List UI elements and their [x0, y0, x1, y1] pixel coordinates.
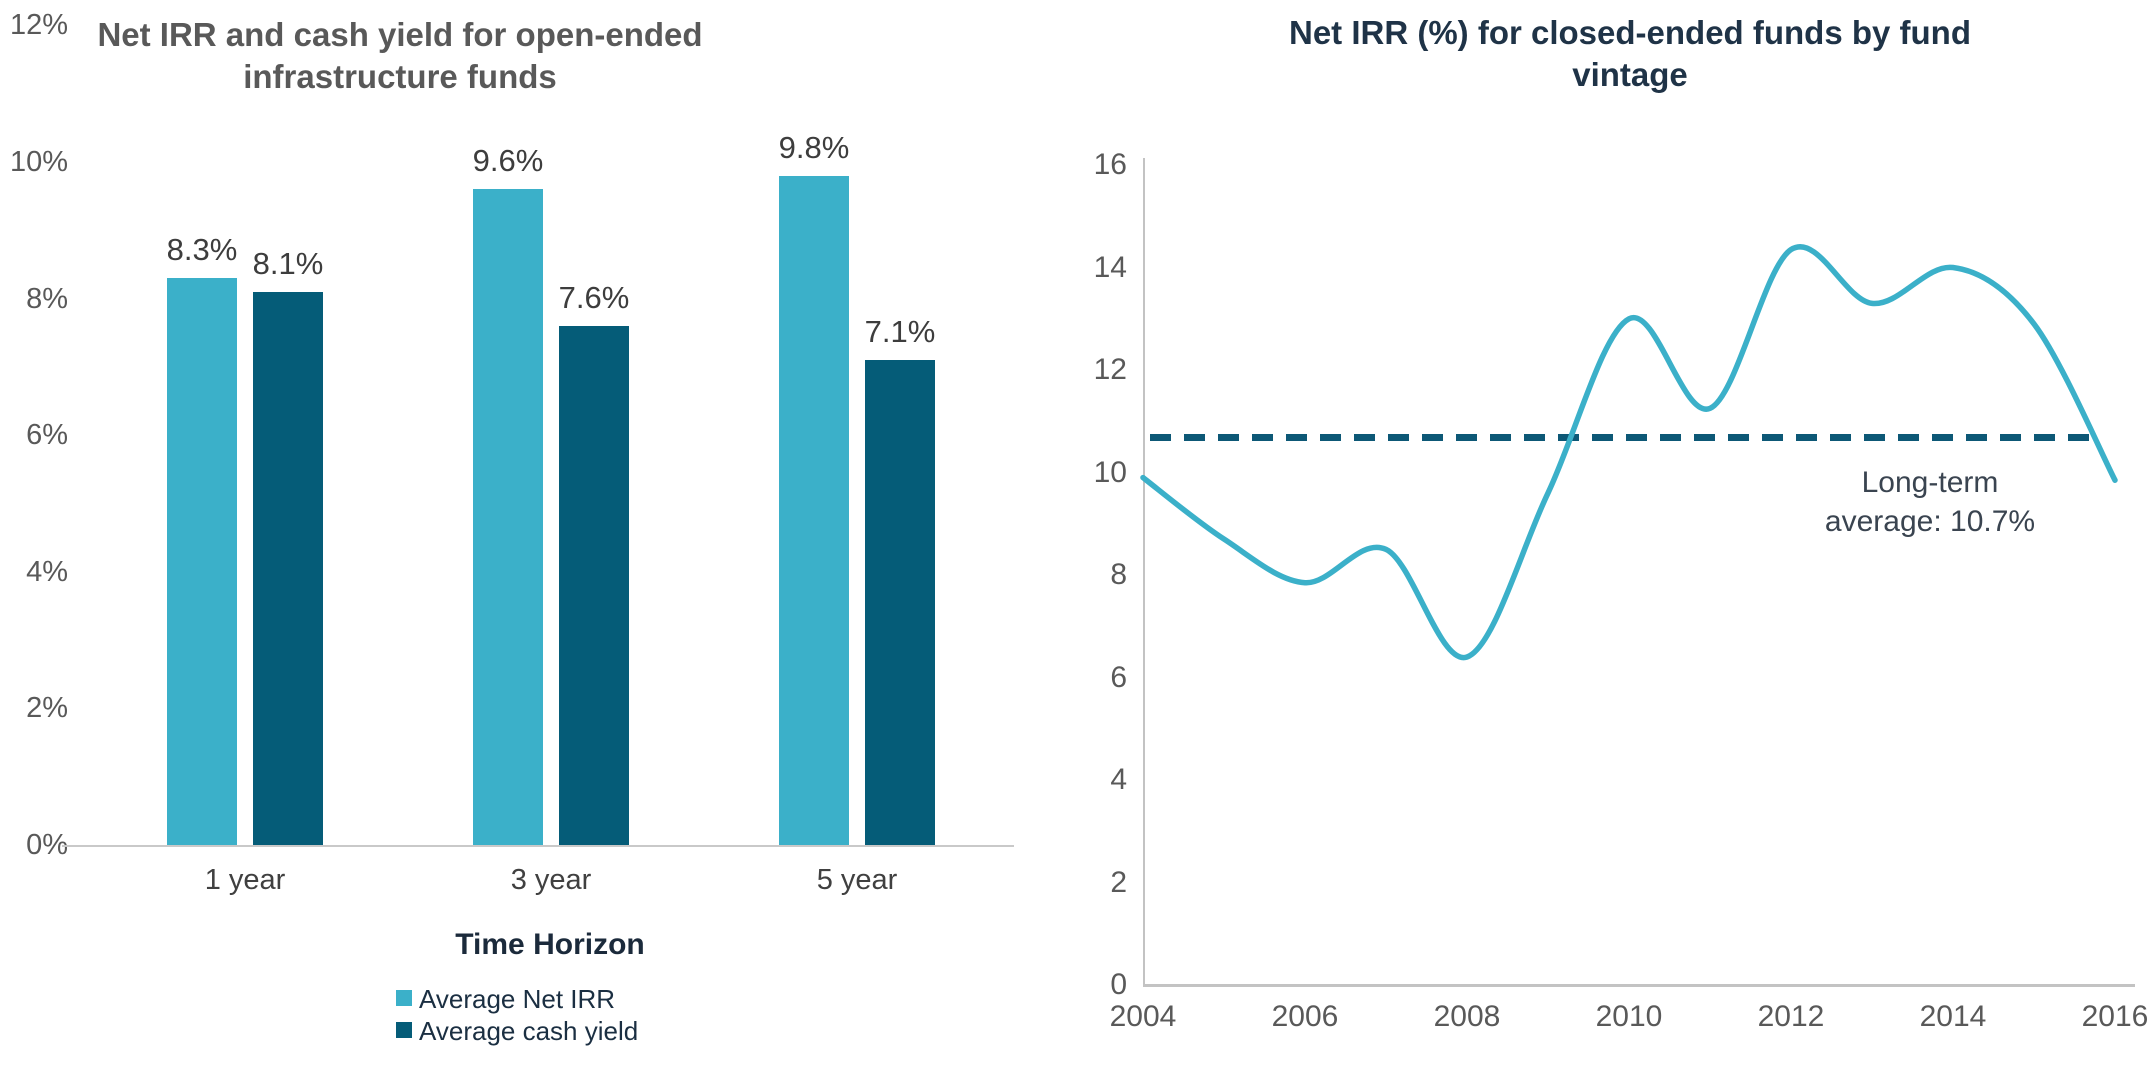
left-chart-title-line1: Net IRR and cash yield for open-ended — [97, 16, 703, 53]
right-x-axis-tick-label: 2004 — [1109, 1000, 1177, 1033]
right-y-axis-line — [1143, 158, 1145, 986]
net-irr-legend-label: Average Net IRR — [419, 984, 616, 1014]
right-x-axis-tick-label: 2014 — [1919, 1000, 1987, 1033]
left-x-axis-tick-label: 1 year — [204, 864, 286, 896]
long-term-average-annotation: Long-term average: 10.7% — [1760, 463, 2100, 541]
cash-yield-bar — [559, 325, 629, 845]
net-irr-curve-path — [1140, 244, 2118, 660]
right-y-axis-tick-label: 10 — [1093, 455, 1127, 489]
right-x-axis-line — [1143, 984, 2135, 987]
right-y-axis-tick-label: 16 — [1093, 148, 1127, 181]
bar-value-label: 8.1% — [252, 245, 324, 281]
right-x-axis-tick-label: 2016 — [2081, 1000, 2149, 1033]
left-y-axis-tick-label: 2% — [26, 692, 68, 725]
right-chart-title-line1: Net IRR (%) for closed-ended funds by fu… — [1289, 14, 1971, 51]
long-term-average-dashed-line — [1150, 433, 2102, 441]
bar-value-label: 9.8% — [778, 129, 850, 165]
annotation-line1: Long-term — [1861, 466, 1999, 499]
bar-value-label: 8.3% — [166, 232, 238, 268]
right-x-axis-tick-label: 2008 — [1433, 1000, 1501, 1033]
annotation-line2: average: 10.7% — [1824, 505, 2036, 538]
left-y-axis-tick-label: 10% — [9, 146, 68, 178]
left-y-axis-tick-label: 12% — [9, 9, 68, 42]
legend-item-cash-yield: Average cash yield — [396, 1016, 638, 1046]
left-chart-title: Net IRR and cash yield for open-ended in… — [60, 14, 740, 98]
left-x-axis-line — [62, 845, 1014, 847]
x-axis-title: Time Horizon — [455, 928, 645, 961]
left-y-axis-tick-label: 4% — [26, 555, 68, 588]
cash-yield-bar — [253, 291, 323, 845]
closed-ended-line-chart: Net IRR (%) for closed-ended funds by fu… — [1040, 0, 2155, 1078]
open-ended-bar-chart: Net IRR and cash yield for open-ended in… — [0, 0, 1040, 1078]
bar-value-label: 9.6% — [472, 143, 544, 179]
right-y-axis-tick-label: 12 — [1093, 353, 1127, 386]
left-plot-area: 0% 2% 4% 6% 8% 10% 12% 8.3% 9.6% 9.8% 8.1% 7.6% 7.1%… — [0, 0, 1040, 1078]
legend-item-net-irr: Average Net IRR — [396, 984, 615, 1014]
bar-value-label: 7.1% — [864, 314, 936, 350]
right-y-axis-tick-label: 8 — [1110, 558, 1127, 591]
cash-yield-legend-swatch — [396, 1022, 412, 1038]
right-x-axis-tick-label: 2006 — [1271, 1000, 1339, 1033]
cash-yield-legend-label: Average cash yield — [419, 1016, 639, 1046]
net-irr-curve — [1140, 244, 2118, 660]
bar-value-label: 7.6% — [558, 279, 630, 315]
left-x-axis-tick-label: 3 year — [510, 864, 592, 896]
net-irr-bar — [167, 278, 237, 845]
left-chart-title-line2: infrastructure funds — [243, 58, 557, 96]
left-y-axis-tick-label: 0% — [26, 829, 68, 861]
right-y-axis-tick-label: 14 — [1093, 250, 1127, 284]
left-x-axis-tick-label: 5 year — [816, 864, 898, 896]
right-y-axis-tick-label: 2 — [1110, 865, 1127, 899]
net-irr-legend-swatch — [396, 990, 412, 1006]
left-y-axis-tick-label: 6% — [26, 419, 68, 452]
right-chart-title: Net IRR (%) for closed-ended funds by fu… — [1190, 12, 2070, 96]
right-chart-title-line2: vintage — [1572, 56, 1688, 94]
right-y-axis-tick-label: 0 — [1110, 968, 1127, 1001]
net-irr-bar — [473, 189, 543, 845]
right-x-axis-tick-label: 2010 — [1595, 1000, 1663, 1033]
right-y-axis-tick-label: 6 — [1110, 660, 1127, 694]
left-y-axis-tick-label: 8% — [26, 282, 68, 315]
net-irr-bar — [779, 175, 849, 845]
cash-yield-bar — [865, 360, 935, 845]
right-x-axis-tick-label: 2012 — [1757, 1000, 1825, 1033]
right-y-axis-tick-label: 4 — [1110, 763, 1127, 796]
